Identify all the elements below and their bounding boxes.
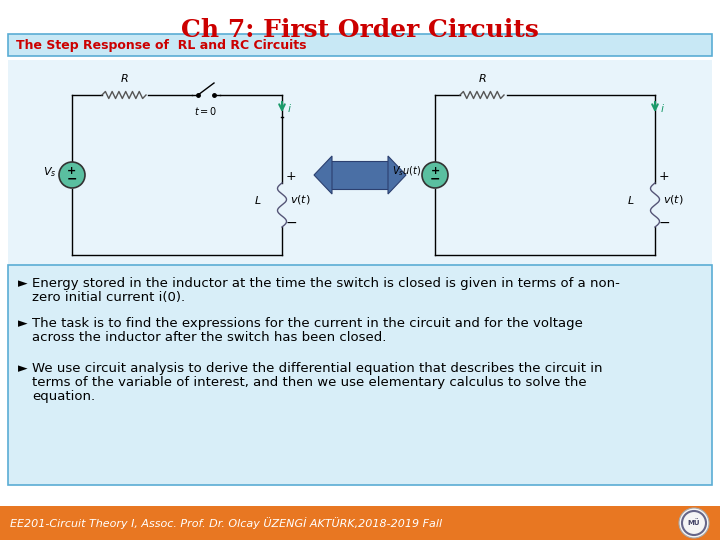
Polygon shape	[330, 161, 390, 189]
Text: +: +	[68, 166, 76, 176]
Text: ►: ►	[18, 277, 27, 290]
Text: $L$: $L$	[254, 194, 262, 206]
Text: $i$: $i$	[287, 102, 292, 114]
Text: $V_s$: $V_s$	[42, 165, 56, 179]
Text: zero initial current i(0).: zero initial current i(0).	[32, 291, 185, 304]
Text: −: −	[286, 216, 297, 230]
Text: The task is to find the expressions for the current in the circuit and for the v: The task is to find the expressions for …	[32, 317, 583, 330]
Text: ►: ►	[18, 362, 27, 375]
Text: across the inductor after the switch has been closed.: across the inductor after the switch has…	[32, 331, 387, 344]
Circle shape	[422, 162, 448, 188]
FancyBboxPatch shape	[8, 265, 712, 485]
Text: equation.: equation.	[32, 390, 95, 403]
Text: +: +	[286, 171, 297, 184]
Text: The Step Response of  RL and RC Circuits: The Step Response of RL and RC Circuits	[16, 38, 307, 51]
Text: −: −	[67, 172, 77, 186]
Polygon shape	[388, 156, 406, 194]
Circle shape	[679, 508, 709, 538]
FancyBboxPatch shape	[8, 34, 712, 56]
Text: ►: ►	[18, 317, 27, 330]
Text: +: +	[659, 171, 670, 184]
Text: $R$: $R$	[477, 72, 486, 84]
FancyBboxPatch shape	[8, 60, 712, 270]
Text: $R$: $R$	[120, 72, 128, 84]
Text: We use circuit analysis to derive the differential equation that describes the c: We use circuit analysis to derive the di…	[32, 362, 603, 375]
FancyBboxPatch shape	[0, 506, 720, 540]
Text: +: +	[431, 166, 440, 176]
Text: terms of the variable of interest, and then we use elementary calculus to solve : terms of the variable of interest, and t…	[32, 376, 587, 389]
Polygon shape	[314, 156, 332, 194]
Text: EE201-Circuit Theory I, Assoc. Prof. Dr. Olcay ÜZENGİ AKTÜRK,2018-2019 Fall: EE201-Circuit Theory I, Assoc. Prof. Dr.…	[10, 517, 442, 529]
Text: $t=0$: $t=0$	[194, 105, 217, 117]
Text: $v(t)$: $v(t)$	[663, 193, 684, 206]
Text: −: −	[659, 216, 670, 230]
Text: $i$: $i$	[660, 102, 665, 114]
Text: $v(t)$: $v(t)$	[290, 193, 311, 206]
Text: $L$: $L$	[627, 194, 635, 206]
Text: MÜ: MÜ	[688, 519, 701, 526]
Circle shape	[59, 162, 85, 188]
Text: Energy stored in the inductor at the time the switch is closed is given in terms: Energy stored in the inductor at the tim…	[32, 277, 620, 290]
Text: Ch 7: First Order Circuits: Ch 7: First Order Circuits	[181, 18, 539, 42]
Text: −: −	[430, 172, 440, 186]
Text: $V_s u(t)$: $V_s u(t)$	[392, 164, 421, 178]
